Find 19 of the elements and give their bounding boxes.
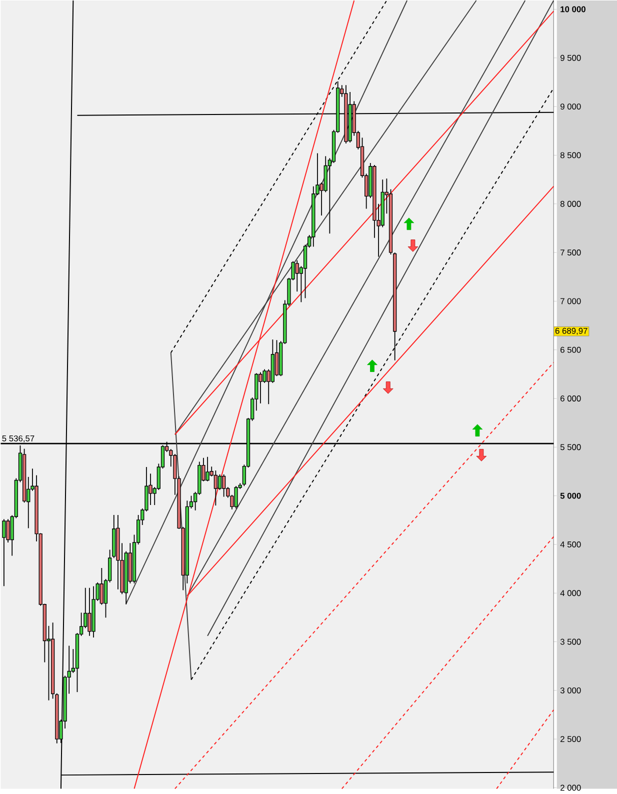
y-tick-label: 4 500 [560,541,581,548]
y-tick-label: 10 000 [560,6,586,12]
y-tick-label: 5 000 [560,492,581,499]
y-tick-label: 7 000 [560,298,581,304]
y-tick-label: 3 000 [560,687,581,694]
y-tick-label: 4 000 [560,590,581,596]
text: 6 689,97 [555,328,588,335]
y-tick-label: 9 000 [560,104,581,110]
y-tick-label: 8 500 [560,152,581,158]
y-tick-label: 7 500 [560,250,581,256]
y-tick-label: 5 500 [560,444,581,450]
y-tick-label: 6 500 [560,346,581,353]
ref-line-label: 5 536,57 [2,435,34,442]
y-tick-label: 3 500 [560,638,581,645]
y-tick-label: 2 500 [560,736,581,742]
y-tick-label: 8 000 [560,200,581,207]
y-tick-label: 6 000 [560,396,581,402]
y-tick-label: 9 500 [560,54,581,61]
y-tick-label: 2 000 [560,784,581,791]
